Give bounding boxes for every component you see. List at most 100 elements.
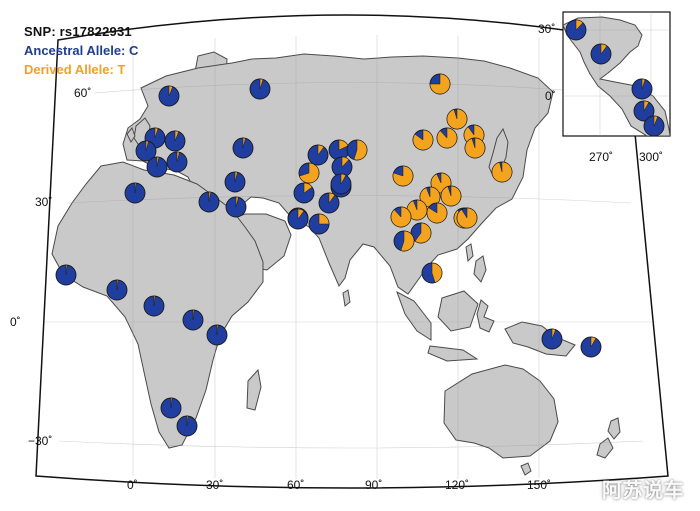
pie-marker-derived-china-east	[406, 199, 428, 221]
pie-marker-derived-myanmar	[414, 222, 432, 244]
pie-marker-derived-iran	[303, 182, 313, 194]
pie-marker-kenya	[206, 324, 228, 346]
srilanka-shape	[342, 289, 351, 307]
pie-marker-derived-tibet	[392, 165, 414, 187]
pie-marker-west-africa	[55, 264, 77, 286]
pie-marker-derived-china-northeast	[464, 137, 486, 159]
pie-marker-layer	[55, 19, 665, 437]
lat-label-0: 0˚	[10, 315, 21, 329]
pie-marker-russia-west	[232, 137, 254, 159]
pie-marker-derived-siberia	[429, 73, 451, 95]
pie-marker-china-northwest	[436, 127, 458, 149]
pie-marker-derived-italy	[176, 151, 180, 163]
pie-marker-amazon	[633, 100, 655, 122]
pie-marker-derived-china-northwest	[436, 127, 458, 149]
pie-marker-derived-france	[145, 140, 149, 152]
pie-marker-derived-south-africa	[186, 415, 189, 427]
ancestral-allele-label: Ancestral Allele: C	[24, 43, 139, 58]
lon-label-150: 150˚	[527, 478, 552, 492]
pie-marker-pakistan	[318, 192, 340, 214]
pie-marker-derived-japan	[412, 129, 434, 151]
pie-marker-derived-thailand	[400, 230, 415, 252]
pie-marker-derived-melanesia	[590, 336, 597, 348]
pie-marker-derived-russia-west	[242, 137, 246, 149]
pie-marker-tibet	[392, 165, 414, 187]
pie-marker-mexico-south	[590, 43, 612, 65]
pie-marker-derived-cambodia	[431, 262, 443, 283]
pie-marker-scandinavia	[164, 130, 186, 152]
inset-lon-label-270: 270˚	[589, 150, 614, 164]
pie-marker-derived-china-southwest	[426, 202, 448, 224]
pie-marker-china-central-3	[440, 185, 462, 207]
pie-marker-china-northeast	[464, 137, 486, 159]
philippines-shape	[473, 255, 487, 283]
madagascar-shape	[246, 368, 262, 411]
snp-label: SNP: rs17822931	[24, 24, 132, 39]
sulawesi-shape	[476, 299, 495, 333]
derived-allele-label: Derived Allele: T	[24, 62, 126, 77]
lat-label-60: 60˚	[74, 86, 92, 100]
pie-marker-derived-central-asia-1	[317, 144, 325, 156]
pie-marker-south-africa	[176, 415, 198, 437]
pie-marker-egypt	[198, 191, 220, 213]
pie-marker-derived-mexico-north	[575, 19, 584, 31]
pie-marker-derived-china-central-3	[440, 185, 462, 207]
australia-shape	[443, 364, 559, 459]
pie-marker-mexico-north	[565, 19, 587, 41]
pie-marker-taiwan	[456, 207, 478, 229]
pie-marker-india-east	[330, 173, 352, 195]
pie-marker-derived-india-north	[318, 213, 330, 225]
lon-label-0: 0˚	[127, 478, 138, 492]
pie-marker-central-asia-4	[346, 139, 368, 161]
pie-marker-italy	[166, 151, 188, 173]
pie-marker-siberia	[429, 73, 451, 95]
inset-lon-label-300: 300˚	[639, 150, 664, 164]
pie-marker-derived-west-africa	[65, 264, 68, 276]
lon-label-30: 30˚	[206, 478, 224, 492]
pie-marker-derived-angola	[170, 397, 173, 409]
pie-marker-nigeria	[143, 295, 165, 317]
pie-marker-levant	[225, 196, 247, 218]
pie-marker-india-north	[308, 213, 330, 235]
ireland-shape	[126, 127, 136, 143]
sumatra-shape	[396, 290, 432, 341]
taiwan-shape	[465, 243, 474, 263]
pie-marker-derived-cameroon	[192, 309, 195, 321]
pie-marker-derived-spain	[156, 156, 160, 168]
inset-lat-label-30: 30˚	[538, 22, 556, 36]
pie-marker-melanesia	[580, 336, 602, 358]
pie-marker-myanmar	[410, 222, 432, 244]
pie-marker-turkey	[224, 171, 246, 193]
pie-marker-derived-algeria	[134, 182, 137, 194]
pie-marker-derived-central-asia-4	[353, 139, 368, 161]
pie-marker-derived-egypt	[208, 191, 212, 203]
pie-marker-spain	[146, 156, 168, 178]
pie-marker-derived-pakistan	[328, 192, 336, 204]
pie-marker-iran	[293, 182, 315, 204]
main-gridlines	[44, 35, 656, 479]
pie-marker-algeria	[124, 182, 146, 204]
pie-marker-derived-india-west	[297, 208, 305, 220]
pie-marker-colombia	[631, 78, 653, 100]
pie-marker-derived-mexico-south	[600, 43, 608, 55]
pie-marker-central-asia-5	[298, 162, 320, 184]
java-shape	[427, 345, 479, 362]
pie-marker-korea	[491, 161, 513, 183]
pie-marker-norway	[158, 85, 180, 107]
pie-marker-derived-norway	[168, 85, 174, 97]
pie-marker-derived-central-asia-3	[341, 156, 350, 168]
pie-marker-derived-uk	[154, 127, 159, 139]
legend: SNP: rs17822931 Ancestral Allele: C Deri…	[24, 22, 138, 79]
lat-label-30: 30˚	[35, 195, 53, 209]
pie-marker-derived-taiwan	[456, 207, 478, 229]
pie-marker-cameroon	[182, 309, 204, 331]
pie-marker-cambodia	[421, 262, 443, 284]
pie-marker-mali	[106, 279, 128, 301]
pie-marker-france	[135, 140, 157, 162]
pie-marker-derived-new-guinea	[551, 328, 557, 340]
lat-label-minus30: −30˚	[28, 434, 53, 448]
pie-marker-derived-mali	[116, 279, 119, 291]
pie-marker-derived-turkey	[234, 171, 238, 183]
